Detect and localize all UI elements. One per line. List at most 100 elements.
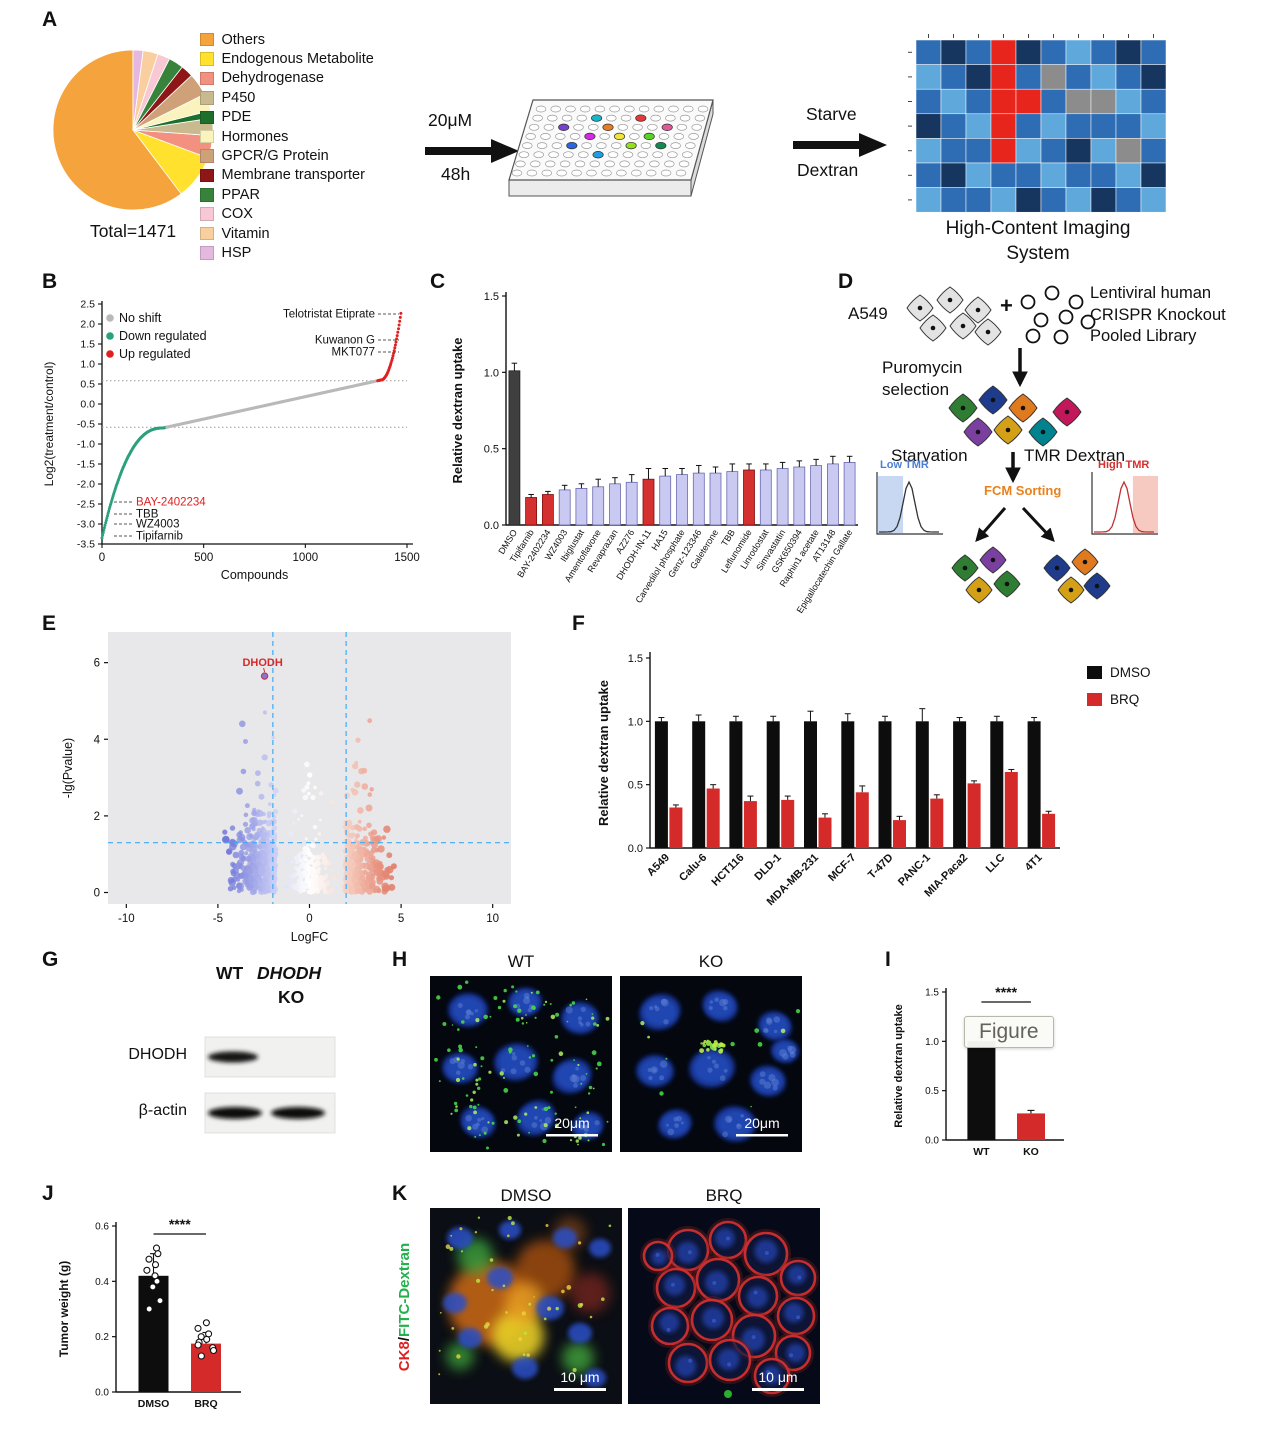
panel-c-label: C — [430, 270, 446, 293]
heatmap-cell — [990, 138, 1017, 164]
svg-text:No shift: No shift — [119, 311, 162, 325]
well-plate — [508, 99, 714, 197]
nucleus — [636, 1054, 674, 1088]
puromycin-label: Puromycin selection — [882, 357, 962, 401]
brq-cell — [774, 1294, 818, 1338]
svg-text:BRQ: BRQ — [1110, 692, 1139, 707]
heatmap-cell — [915, 187, 942, 213]
low-tmr-label: Low TMR — [880, 459, 929, 471]
blot-row-dhodh: DHODH — [128, 1046, 187, 1063]
heatmap-cell — [1140, 39, 1167, 65]
pie-legend-item: HSP — [200, 243, 374, 262]
heatmap-cell — [1065, 162, 1092, 188]
bar — [743, 801, 757, 848]
heatmap-cell — [1115, 88, 1142, 115]
svg-text:1000: 1000 — [293, 552, 319, 564]
bar — [915, 721, 929, 848]
svg-text:1.0: 1.0 — [628, 716, 643, 728]
bar — [525, 497, 537, 526]
pie-legend-item: Dehydrogenase — [200, 69, 374, 88]
virus-icon — [1080, 314, 1096, 330]
heatmap-cell — [1140, 64, 1167, 90]
panel-i-label: I — [885, 948, 891, 971]
heatmap-cell — [1140, 162, 1167, 188]
bar — [642, 478, 655, 526]
panel-d-label: D — [838, 270, 854, 293]
heatmap-cell — [1040, 64, 1067, 90]
legend-label: Endogenous Metabolite — [221, 51, 374, 68]
nucleus — [658, 1109, 692, 1139]
imaging-caption-line2: System — [1006, 243, 1070, 264]
k-brq-title: BRQ — [705, 1186, 743, 1205]
svg-text:4: 4 — [94, 734, 101, 746]
heatmap-cell — [990, 187, 1017, 213]
brq-cell — [772, 1332, 814, 1374]
legend-swatch-icon — [200, 52, 214, 66]
svg-text:0.0: 0.0 — [628, 843, 643, 855]
heatmap-cell — [965, 162, 992, 188]
micro-wt-title: WT — [507, 952, 535, 971]
svg-text:TBB: TBB — [136, 509, 159, 521]
bar — [953, 721, 967, 848]
svg-text:Telotristat Etiprate: Telotristat Etiprate — [283, 309, 375, 321]
puromycin-line1: Puromycin — [882, 358, 963, 377]
pie-legend-item: COX — [200, 205, 374, 224]
svg-text:MKT077: MKT077 — [332, 347, 375, 359]
wt-ko-bar-chart: 0.0 0.5 1.0 1.5 Relative dextran uptake WT KO *… — [893, 984, 1064, 1158]
heatmap-cell — [990, 88, 1017, 115]
pie-slice — [132, 49, 144, 131]
arrow-right-icon — [425, 139, 519, 163]
puromycin-line2: selection — [882, 380, 950, 399]
bar — [1017, 1113, 1045, 1140]
tmr-dextran-label: TMR Dextran — [1024, 446, 1126, 465]
svg-text:20μm: 20μm — [744, 1115, 779, 1131]
svg-text:-3.0: -3.0 — [77, 519, 95, 531]
heatmap-cell — [915, 64, 942, 90]
virus-icon — [1033, 312, 1049, 328]
svg-text:Calu-6: Calu-6 — [677, 852, 709, 884]
histogram-curve — [879, 480, 939, 533]
virus-icon — [1025, 328, 1041, 344]
svg-text:10 μm: 10 μm — [560, 1369, 599, 1385]
heatmap-cell — [1015, 64, 1042, 90]
svg-text:1.5: 1.5 — [80, 339, 95, 351]
legend-label: PPAR — [221, 186, 260, 203]
svg-text:4T1: 4T1 — [1023, 852, 1045, 874]
svg-text:WT: WT — [973, 1146, 990, 1158]
svg-text:****: **** — [169, 1216, 191, 1232]
virus-icon — [1058, 309, 1074, 325]
heatmap-cell — [1140, 113, 1167, 139]
panel-g-label: G — [42, 948, 59, 971]
nucleus — [494, 1043, 538, 1081]
high-tmr-label: High TMR — [1098, 459, 1150, 471]
heatmap-cell — [1040, 138, 1067, 164]
bar — [709, 472, 722, 526]
svg-text:0: 0 — [99, 552, 105, 564]
bar — [692, 472, 705, 526]
heatmap-cell — [1115, 39, 1142, 65]
heatmap-cell — [1140, 138, 1167, 164]
green-spot — [724, 1390, 732, 1398]
svg-text:1.0: 1.0 — [925, 1037, 939, 1048]
svg-text:Tumor weight (g): Tumor weight (g) — [57, 1261, 71, 1357]
svg-text:1.5: 1.5 — [925, 988, 939, 999]
bar — [818, 817, 832, 848]
legend-label: P450 — [221, 89, 256, 106]
brq-cell — [735, 1273, 781, 1319]
heatmap-cell — [940, 187, 967, 213]
bar — [878, 721, 892, 848]
svg-text:WZ4003: WZ4003 — [136, 519, 179, 531]
bar — [726, 471, 739, 526]
heatmap-cell — [1040, 39, 1067, 65]
heatmap-cell — [940, 162, 967, 188]
svg-text:6: 6 — [94, 658, 100, 670]
waterfall-points — [100, 311, 403, 540]
heatmap-cell — [965, 88, 992, 115]
nucleus — [714, 1106, 756, 1142]
svg-text:HCT116: HCT116 — [709, 852, 746, 889]
stain-ck8: CK8 — [396, 1341, 413, 1372]
cell-line-label: A549 — [848, 304, 888, 323]
legend-label: PDE — [221, 109, 252, 126]
svg-text:0.0: 0.0 — [484, 520, 499, 532]
